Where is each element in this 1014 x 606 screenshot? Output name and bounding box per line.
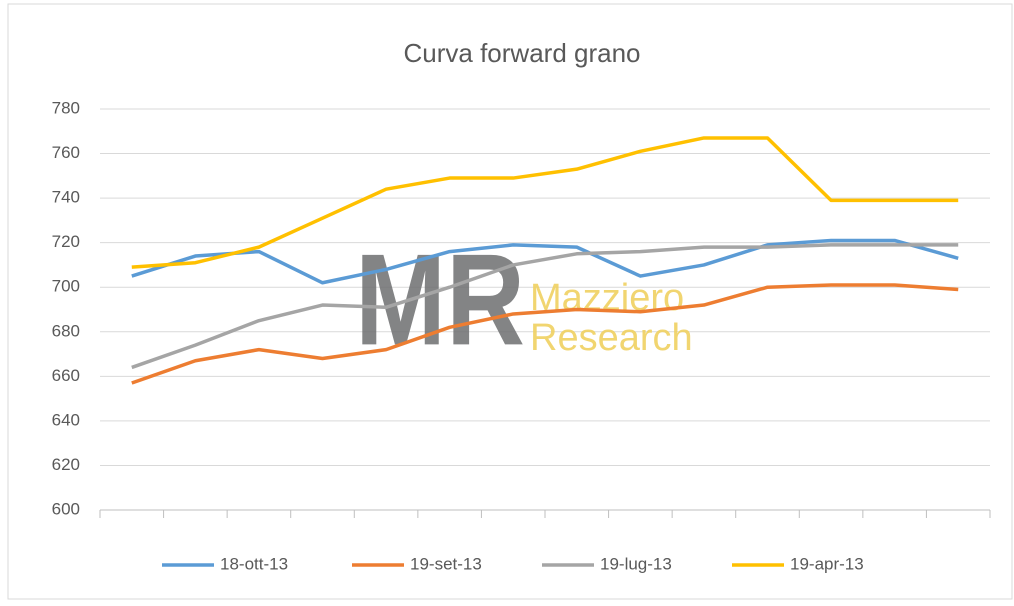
y-tick-label: 740 bbox=[52, 188, 80, 207]
legend-label: 19-apr-13 bbox=[790, 554, 864, 573]
series-line bbox=[131, 238, 959, 285]
chart-border bbox=[7, 3, 1013, 600]
watermark-logo: MR bbox=[355, 226, 525, 372]
y-tick-label: 680 bbox=[52, 321, 80, 340]
series-line bbox=[131, 283, 959, 385]
legend-label: 19-set-13 bbox=[410, 554, 482, 573]
legend-label: 18-ott-13 bbox=[220, 554, 288, 573]
y-tick-label: 600 bbox=[52, 499, 80, 518]
y-tick-label: 780 bbox=[52, 98, 80, 117]
y-tick-label: 640 bbox=[52, 410, 80, 429]
y-tick-label: 760 bbox=[52, 143, 80, 162]
series-line bbox=[131, 243, 959, 370]
series-line bbox=[131, 136, 959, 269]
y-tick-label: 660 bbox=[52, 366, 80, 385]
y-tick-label: 720 bbox=[52, 232, 80, 251]
y-tick-label: 620 bbox=[52, 455, 80, 474]
legend-label: 19-lug-13 bbox=[600, 554, 672, 573]
y-tick-label: 700 bbox=[52, 277, 80, 296]
watermark-text: Research bbox=[530, 317, 693, 359]
chart-title: Curva forward grano bbox=[404, 38, 641, 68]
